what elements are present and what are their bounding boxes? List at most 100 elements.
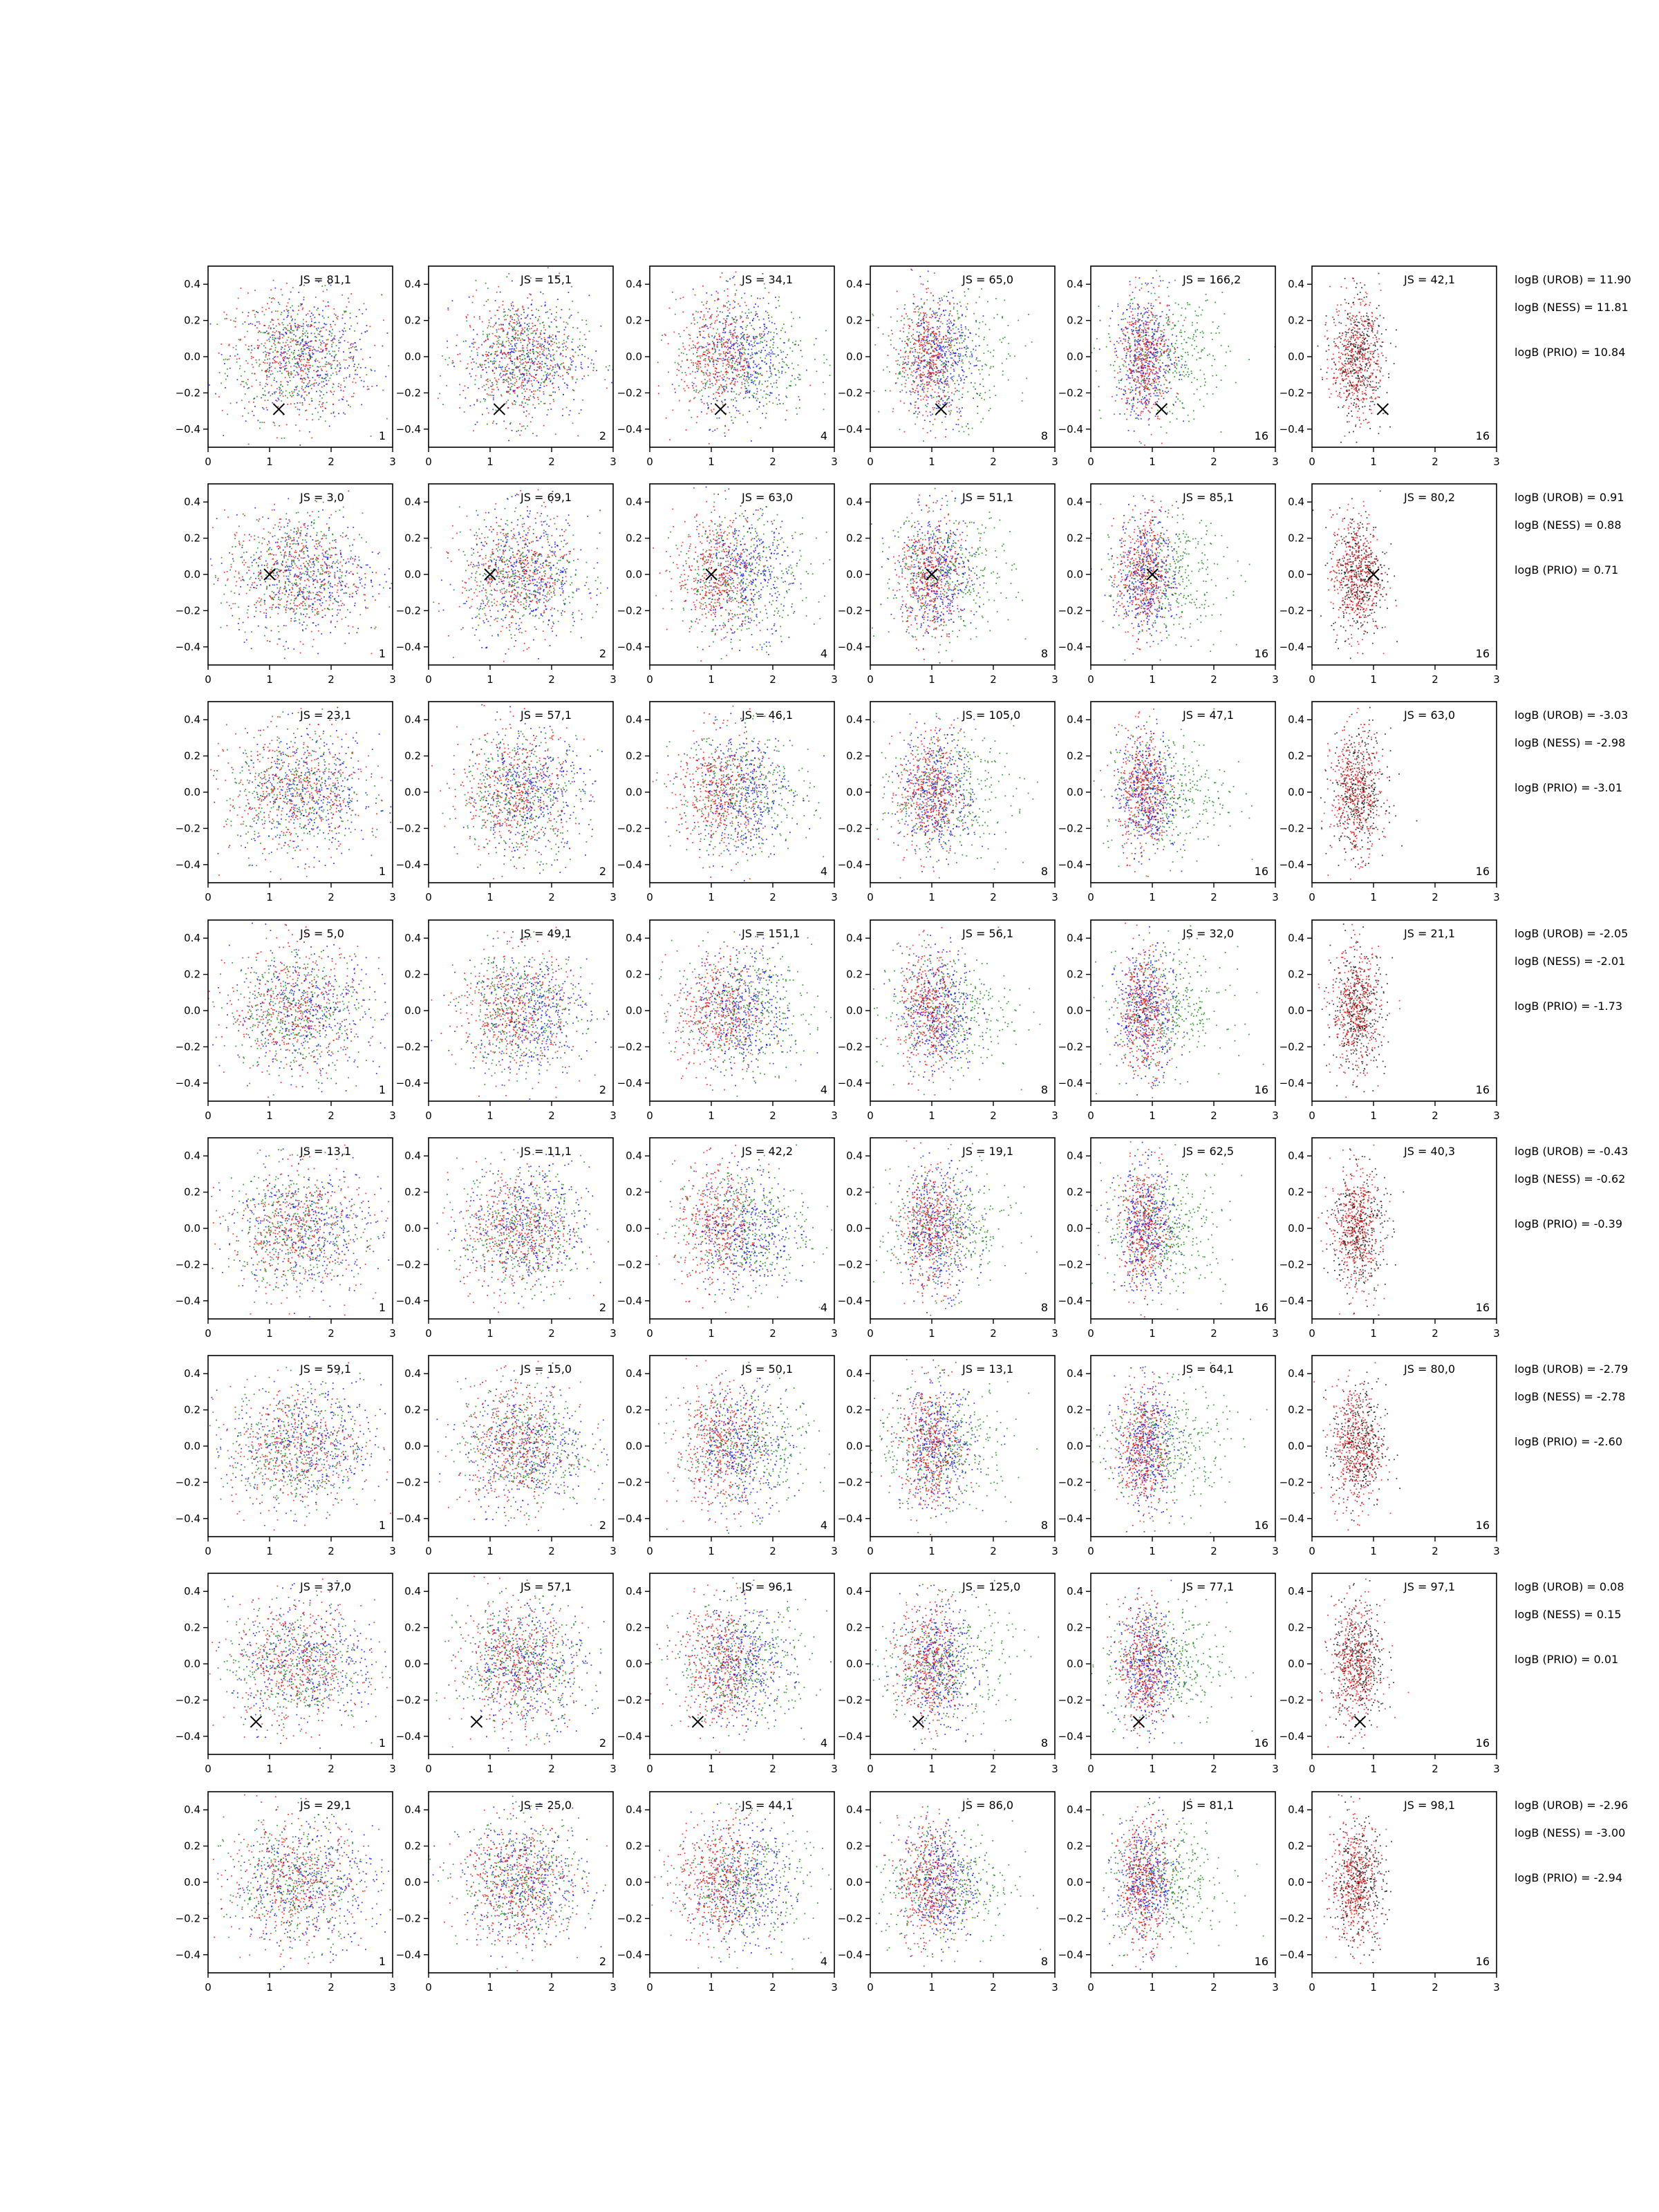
data-point: [744, 382, 746, 384]
data-point: [787, 340, 789, 341]
data-point: [745, 390, 747, 392]
data-point: [924, 420, 926, 421]
data-point: [929, 411, 931, 413]
data-point: [494, 300, 496, 301]
data-point: [899, 372, 901, 373]
data-point: [747, 361, 749, 363]
data-point: [699, 327, 701, 329]
data-point: [944, 371, 946, 373]
data-point: [486, 407, 488, 409]
data-point: [521, 402, 523, 404]
data-point: [525, 410, 527, 412]
data-point: [759, 298, 761, 299]
data-point: [313, 306, 315, 308]
data-point: [1126, 402, 1128, 404]
data-point: [928, 377, 930, 379]
data-point: [952, 400, 953, 402]
data-point: [353, 393, 355, 394]
data-point: [294, 374, 297, 376]
data-point: [247, 388, 249, 389]
data-point: [922, 398, 924, 400]
data-point: [1215, 332, 1217, 334]
data-point: [732, 333, 733, 335]
data-point: [924, 396, 926, 398]
data-point: [502, 379, 504, 381]
data-point: [739, 353, 740, 355]
data-point: [550, 354, 552, 356]
data-point: [937, 355, 939, 357]
data-point: [738, 344, 740, 346]
data-point: [273, 339, 275, 341]
data-point: [728, 429, 729, 431]
data-point: [927, 349, 929, 350]
data-point: [941, 297, 943, 299]
data-point: [760, 389, 762, 391]
data-point: [334, 324, 336, 326]
data-point: [294, 326, 297, 328]
data-point: [592, 369, 594, 371]
data-point: [518, 429, 519, 431]
data-point: [561, 343, 563, 345]
data-point: [697, 392, 700, 393]
data-point: [934, 335, 935, 337]
data-point: [887, 355, 889, 356]
data-point: [272, 324, 274, 326]
data-point: [487, 380, 489, 382]
data-point: [563, 346, 564, 348]
data-point: [902, 327, 904, 329]
data-point: [514, 319, 516, 321]
data-point: [899, 429, 901, 431]
data-point: [941, 340, 943, 342]
data-point: [749, 397, 750, 399]
data-point: [538, 362, 541, 364]
data-point: [692, 288, 694, 290]
data-point: [703, 359, 704, 361]
data-point: [487, 299, 489, 301]
data-point: [241, 375, 242, 377]
data-point: [907, 345, 909, 347]
data-point: [682, 297, 684, 299]
data-point: [300, 355, 302, 357]
data-point: [726, 387, 727, 389]
data-point: [480, 366, 482, 368]
data-point: [728, 301, 729, 302]
data-point: [959, 355, 962, 357]
data-point: [531, 310, 533, 311]
data-point: [301, 339, 303, 341]
data-point: [547, 317, 550, 319]
data-point: [471, 342, 473, 344]
data-point: [1205, 300, 1207, 301]
data-point: [256, 321, 258, 323]
data-point: [895, 373, 897, 375]
data-point: [319, 331, 321, 332]
data-point: [524, 391, 526, 393]
data-point: [527, 355, 529, 357]
data-point: [914, 407, 916, 409]
data-point: [511, 336, 513, 337]
data-point: [922, 371, 924, 373]
data-point: [493, 395, 494, 397]
data-point: [490, 317, 492, 319]
data-point: [741, 382, 743, 384]
data-point: [301, 402, 303, 404]
data-point: [516, 387, 518, 389]
data-point: [678, 400, 680, 402]
data-point: [530, 380, 532, 382]
data-point: [737, 343, 739, 345]
data-point: [906, 364, 908, 366]
data-point: [722, 374, 724, 376]
data-point: [708, 333, 709, 335]
data-point: [515, 366, 517, 368]
data-point: [883, 369, 884, 371]
data-point: [898, 373, 900, 375]
data-point: [744, 369, 746, 371]
data-point: [291, 391, 293, 393]
data-point: [926, 361, 928, 363]
data-point: [295, 363, 297, 364]
data-point: [516, 337, 518, 339]
data-point: [921, 387, 924, 389]
data-point: [908, 355, 909, 357]
data-point: [779, 403, 781, 404]
data-point: [326, 343, 328, 345]
